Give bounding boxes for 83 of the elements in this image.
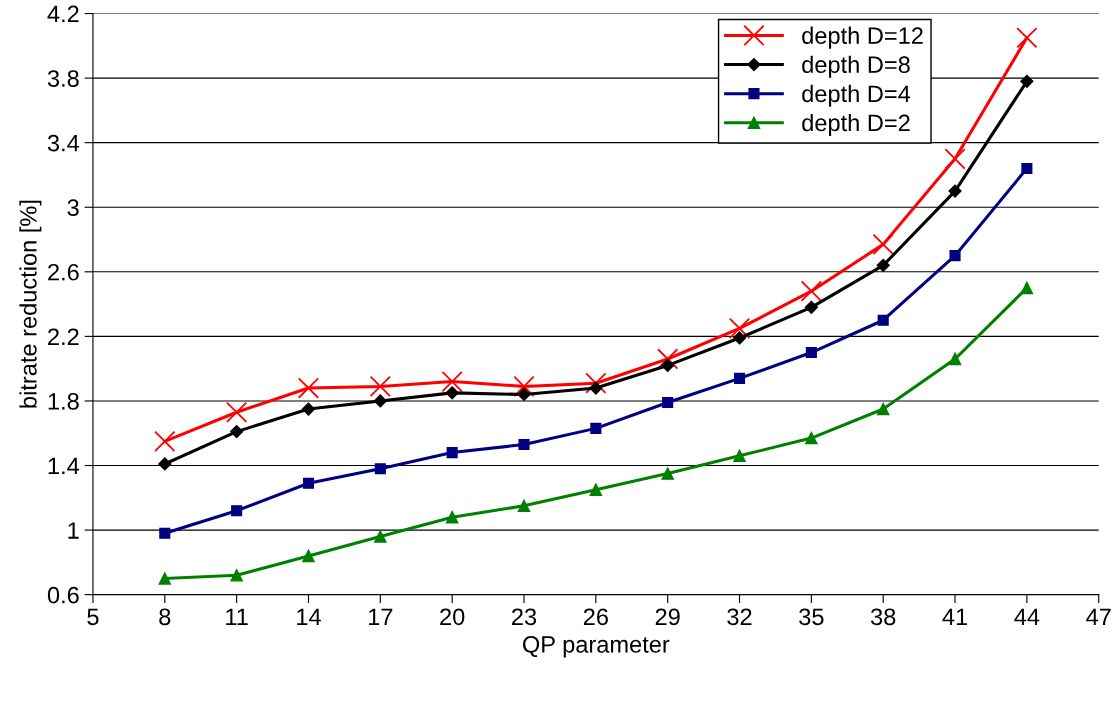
point	[662, 397, 674, 409]
point	[445, 386, 459, 400]
x-tick-label: 41	[942, 608, 968, 625]
point	[158, 457, 172, 471]
x-axis-title: QP parameter	[523, 636, 670, 658]
point	[948, 184, 962, 198]
y-tick-label: 4.2	[47, 5, 79, 23]
x-tick-label: 11	[226, 608, 248, 625]
point	[517, 499, 531, 513]
point	[877, 314, 889, 326]
x-tick-label: 44	[1014, 608, 1040, 625]
point	[661, 467, 674, 480]
x-tick-label: 23	[512, 608, 537, 626]
point	[369, 375, 391, 398]
x-tick-label: 29	[655, 608, 680, 626]
y-tick-label: 1.8	[48, 393, 79, 410]
point	[876, 258, 890, 272]
point	[302, 549, 315, 563]
point	[728, 317, 751, 339]
y-axis-title: bitrate reduction [%]	[19, 200, 42, 408]
point	[733, 449, 746, 463]
point	[1016, 27, 1038, 49]
point	[733, 372, 746, 384]
x-tick-label: 5	[87, 608, 99, 626]
point	[1020, 74, 1034, 88]
point	[297, 377, 320, 399]
point	[302, 477, 315, 489]
legend-label: depth D=2	[802, 113, 910, 136]
point	[1020, 281, 1034, 295]
y-tick-label: 3.4	[47, 134, 80, 152]
x-tick-label: 26	[583, 608, 608, 626]
x-tick-label: 20	[440, 608, 465, 626]
point	[518, 438, 530, 451]
point	[446, 447, 458, 459]
point	[804, 300, 818, 314]
point	[517, 387, 531, 402]
y-tick-label: 2.2	[48, 328, 79, 345]
point	[589, 483, 603, 496]
y-tick-label: 3.8	[47, 70, 79, 87]
point	[590, 422, 602, 434]
point	[441, 370, 463, 393]
point	[374, 463, 386, 475]
x-tick-label: 17	[368, 608, 393, 625]
point	[872, 233, 894, 255]
point	[732, 331, 747, 345]
x-tick-label: 32	[727, 608, 752, 626]
point	[226, 401, 248, 423]
point	[657, 348, 679, 370]
x-tick-label: 47	[1086, 608, 1111, 625]
point	[805, 431, 818, 445]
point	[374, 530, 387, 543]
point	[876, 402, 890, 416]
point	[230, 425, 244, 439]
point	[154, 430, 176, 452]
point	[159, 527, 171, 539]
point	[805, 346, 817, 359]
point	[301, 402, 316, 416]
legend-label: depth D=8	[802, 55, 910, 78]
y-tick-label: 2.6	[48, 263, 79, 281]
x-tick-label: 35	[799, 608, 824, 626]
x-tick-label: 14	[297, 608, 321, 625]
point	[948, 352, 962, 366]
y-tick-label: 1.4	[48, 457, 80, 475]
point	[158, 572, 172, 585]
point	[373, 394, 387, 408]
y-tick-label: 1	[68, 522, 79, 539]
legend-label: depth D=12	[802, 26, 923, 49]
x-tick-label: 8	[159, 608, 171, 626]
point	[944, 148, 966, 170]
point	[1021, 162, 1033, 175]
y-tick-label: 3	[67, 199, 79, 217]
point	[800, 280, 822, 302]
point	[445, 510, 459, 524]
point	[589, 381, 603, 395]
point	[585, 372, 607, 394]
point	[230, 569, 243, 582]
legend-label: depth D=4	[802, 84, 911, 107]
point	[949, 250, 961, 262]
point	[661, 358, 675, 373]
y-tick-label: 0.6	[47, 586, 79, 604]
point	[513, 375, 535, 398]
x-tick-label: 38	[870, 608, 896, 626]
point	[231, 505, 243, 517]
